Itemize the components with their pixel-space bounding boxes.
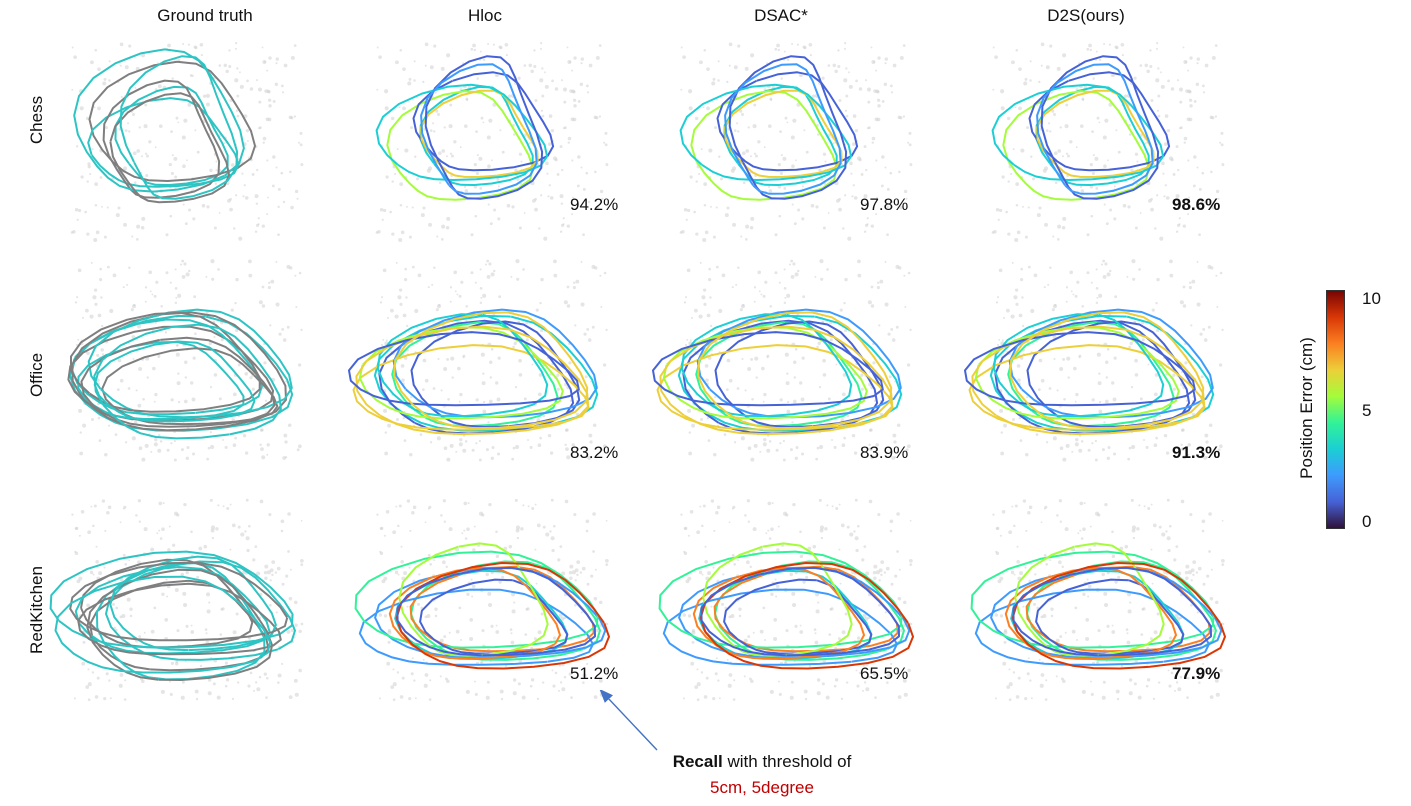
- annotation-rest: with threshold of: [722, 752, 852, 771]
- panel-chess-1: [375, 41, 609, 242]
- recall-office-d2s: 91.3%: [1172, 443, 1221, 462]
- column-title-d2s: D2S(ours): [1047, 6, 1125, 25]
- recall-chess-dsac: 97.8%: [860, 195, 909, 214]
- column-title-hloc: Hloc: [467, 6, 502, 25]
- panel-office-1: [348, 259, 608, 462]
- panel-redkitchen-2: [658, 498, 914, 702]
- colorbar-tick-0: 0: [1362, 512, 1372, 531]
- recall-chess-d2s: 98.6%: [1172, 195, 1221, 214]
- recall-office-hloc: 83.2%: [570, 443, 619, 462]
- recall-redkitchen-hloc: 51.2%: [570, 664, 619, 683]
- panel-office-2: [652, 259, 912, 462]
- annotation-bold: Recall: [672, 752, 723, 771]
- panel-chess-3: [991, 41, 1225, 242]
- recall-chess-hloc: 94.2%: [570, 195, 619, 214]
- panel-office-0: [67, 259, 303, 462]
- colorbar-tick-10: 10: [1362, 289, 1381, 308]
- annotation-line-1: Recall with threshold of: [632, 752, 892, 772]
- colorbar: [1326, 290, 1345, 529]
- colorbar-title: Position Error (cm): [1297, 337, 1316, 479]
- recall-office-dsac: 83.9%: [860, 443, 909, 462]
- column-title-ground-truth: Ground truth: [157, 6, 253, 25]
- annotation-red: 5cm, 5degree: [710, 778, 814, 797]
- colorbar-tick-5: 5: [1362, 401, 1372, 420]
- annotation-arrow: [599, 690, 658, 751]
- recall-redkitchen-dsac: 65.5%: [860, 664, 909, 683]
- recall-redkitchen-d2s: 77.9%: [1172, 664, 1221, 683]
- annotation-line-2: 5cm, 5degree: [632, 778, 892, 798]
- panel-chess-2: [679, 41, 913, 242]
- column-title-dsac: DSAC*: [754, 6, 808, 25]
- panel-office-3: [964, 259, 1224, 462]
- panel-redkitchen-0: [49, 498, 304, 702]
- panel-chess-0: [70, 41, 304, 242]
- panel-redkitchen-3: [970, 498, 1226, 702]
- panel-redkitchen-1: [354, 498, 610, 702]
